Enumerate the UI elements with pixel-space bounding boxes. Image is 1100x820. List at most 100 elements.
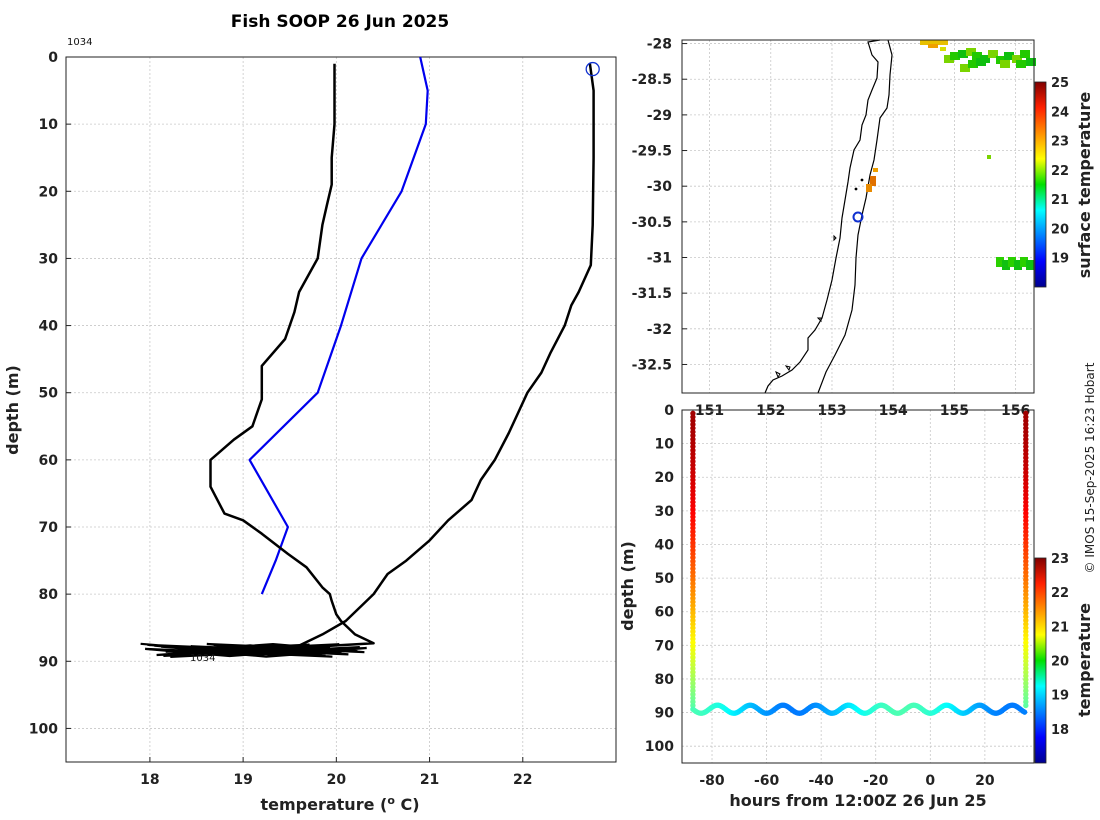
cast-point bbox=[1023, 421, 1029, 428]
cast-point bbox=[690, 617, 696, 624]
map-panel: -28 -28.5 -29 -29.5 -30 -30.5 -31 -31.5 -32 -32.5… bbox=[632, 37, 1094, 419]
cast-point bbox=[690, 525, 696, 531]
cast-point bbox=[1023, 429, 1029, 435]
y-tick-label: 100 bbox=[29, 721, 58, 737]
timeseries-colorbar-tick-label: 18 bbox=[1051, 723, 1069, 738]
cast-point bbox=[690, 669, 696, 675]
sst-cell bbox=[1020, 50, 1030, 58]
cast-point bbox=[690, 436, 696, 442]
sst-cell bbox=[972, 52, 982, 60]
cast-point bbox=[1023, 458, 1029, 465]
cast-point bbox=[690, 488, 696, 494]
cast-point bbox=[1023, 610, 1029, 616]
lat-tick-label: -32 bbox=[647, 322, 672, 338]
x-tick-label: -20 bbox=[863, 773, 889, 789]
ship-position-marker bbox=[852, 211, 864, 223]
profile-y-axis-label: depth (m) bbox=[3, 365, 22, 455]
cast-point bbox=[690, 480, 696, 487]
cast-point bbox=[690, 702, 696, 709]
cast-point bbox=[690, 429, 696, 435]
cast-point bbox=[1023, 506, 1029, 513]
cast-point bbox=[1023, 473, 1029, 479]
cast-point bbox=[690, 495, 696, 502]
cast-point bbox=[690, 691, 696, 698]
sst-cell bbox=[1020, 257, 1028, 267]
cast-point bbox=[1023, 602, 1029, 609]
y-tick-label: 80 bbox=[655, 672, 675, 688]
sst-patches bbox=[866, 40, 1036, 270]
cast-point bbox=[690, 676, 696, 683]
cast-point bbox=[690, 684, 696, 690]
cast-point bbox=[1023, 680, 1029, 687]
cast-point bbox=[690, 614, 696, 620]
cast-point bbox=[690, 510, 696, 516]
cast-point bbox=[690, 547, 696, 553]
cast-point bbox=[690, 632, 696, 638]
sst-cell bbox=[1026, 260, 1034, 270]
cast-point bbox=[1023, 543, 1029, 550]
cast-point bbox=[690, 425, 696, 431]
sst-cell bbox=[940, 47, 946, 51]
cast-point bbox=[690, 639, 696, 646]
cast-point bbox=[690, 621, 696, 627]
cast-point bbox=[690, 540, 696, 546]
cast-point bbox=[690, 492, 696, 498]
cast-point bbox=[690, 591, 696, 598]
cast-point bbox=[1023, 621, 1029, 627]
profile-tick-labels: 18 19 20 21 22 0 10 20 30 40 50 60 70 80 90 100 bbox=[29, 50, 533, 788]
sst-cell bbox=[1008, 257, 1016, 267]
timeseries-tick-labels: -80 -60 -40 -20 0 20 0 10 20 30 40 50 60 70 80 90 100 bbox=[645, 403, 995, 789]
cast-point bbox=[1023, 418, 1029, 424]
cast-point bbox=[1023, 547, 1029, 553]
map-tick-labels: -28 -28.5 -29 -29.5 -30 -30.5 -31 -31.5 -32 -32.5… bbox=[632, 37, 1031, 419]
series-line-descent bbox=[196, 63, 595, 654]
cast-point bbox=[1023, 558, 1029, 564]
cast-point bbox=[1023, 628, 1029, 635]
bottom-scribble-line bbox=[140, 642, 367, 658]
cast-point bbox=[1023, 480, 1029, 487]
sst-cell bbox=[866, 184, 872, 192]
lat-tick-label: -31.5 bbox=[632, 286, 672, 302]
x-tick-label: 22 bbox=[513, 772, 532, 788]
cast-point bbox=[1023, 636, 1029, 642]
cast-point bbox=[1023, 510, 1029, 516]
cast-point bbox=[690, 418, 696, 424]
lon-tick-label: 156 bbox=[1001, 403, 1030, 419]
cast-point bbox=[690, 695, 696, 701]
timeseries-plot-frame bbox=[681, 409, 1035, 764]
cast-point bbox=[1023, 691, 1029, 698]
y-tick-label: 30 bbox=[39, 251, 59, 267]
lon-tick-label: 152 bbox=[756, 403, 785, 419]
lat-tick-label: -32.5 bbox=[632, 357, 672, 373]
cast-point bbox=[690, 673, 696, 679]
sst-cell bbox=[968, 60, 978, 68]
map-colorbar-tick-label: 25 bbox=[1051, 76, 1069, 91]
y-tick-label: 50 bbox=[39, 386, 59, 402]
cast-point bbox=[1023, 577, 1029, 583]
lat-tick-label: -29 bbox=[647, 108, 672, 124]
cast-point bbox=[690, 521, 696, 528]
x-tick-label: 20 bbox=[975, 773, 995, 789]
cast-point bbox=[1023, 654, 1029, 661]
sst-cell bbox=[988, 50, 998, 58]
cast-point bbox=[690, 688, 696, 694]
sst-cell bbox=[966, 48, 976, 56]
cast-point bbox=[690, 625, 696, 631]
lat-tick-label: -28 bbox=[647, 37, 672, 53]
cast-point bbox=[1023, 595, 1029, 601]
cast-point bbox=[690, 628, 696, 635]
profile-lines bbox=[140, 56, 600, 658]
y-tick-label: 20 bbox=[39, 184, 59, 200]
cast-point bbox=[690, 610, 696, 616]
cast-point bbox=[1023, 529, 1029, 535]
cast-point bbox=[690, 658, 696, 664]
bottom-trace-point bbox=[1021, 709, 1028, 715]
coastline bbox=[764, 39, 881, 394]
cast-point bbox=[690, 554, 696, 561]
cast-point bbox=[690, 636, 696, 642]
cast-point bbox=[1023, 484, 1029, 491]
surface-position-circle bbox=[585, 61, 600, 77]
cast-point bbox=[1023, 569, 1029, 576]
cast-point bbox=[1023, 662, 1029, 668]
